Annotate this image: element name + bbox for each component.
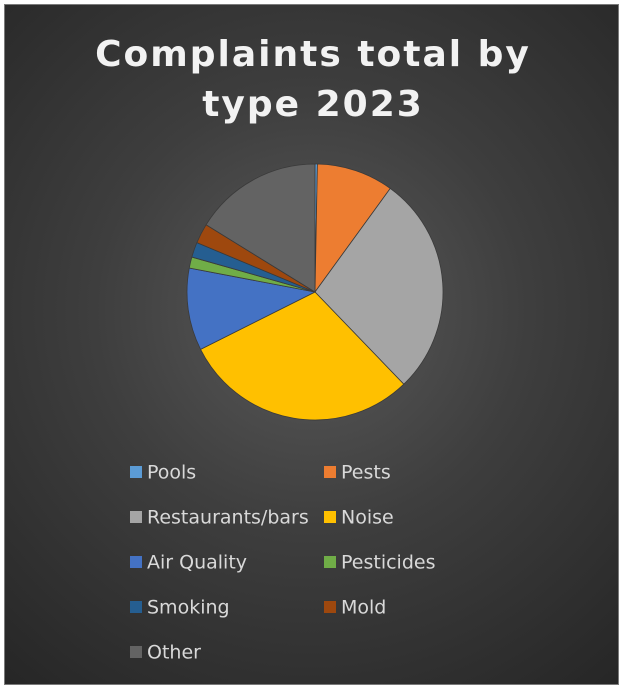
legend-label: Pesticides	[341, 552, 435, 574]
legend-swatch	[130, 556, 142, 568]
legend-swatch	[130, 646, 142, 658]
legend-swatch	[324, 466, 336, 478]
legend-swatch	[130, 466, 142, 478]
legend-label: Air Quality	[147, 552, 247, 574]
legend-label: Mold	[341, 597, 386, 619]
legend-swatch	[130, 511, 142, 523]
legend-label: Pests	[341, 462, 391, 484]
pie-slice	[314, 187, 444, 385]
legend-label: Noise	[341, 507, 394, 529]
legend-swatch	[324, 556, 336, 568]
legend-swatch	[324, 511, 336, 523]
legend-swatch	[130, 601, 142, 613]
legend-label: Restaurants/bars	[147, 507, 309, 529]
legend-swatch	[324, 601, 336, 613]
chart-title: type 2023	[202, 84, 424, 125]
legend-label: Smoking	[147, 597, 230, 619]
chart-title: Complaints total by	[95, 34, 531, 75]
pie-slice	[314, 163, 391, 294]
pie-slice	[205, 163, 316, 293]
legend-label: Other	[147, 642, 201, 664]
pie-slice	[186, 267, 317, 350]
legend-label: Pools	[147, 462, 196, 484]
